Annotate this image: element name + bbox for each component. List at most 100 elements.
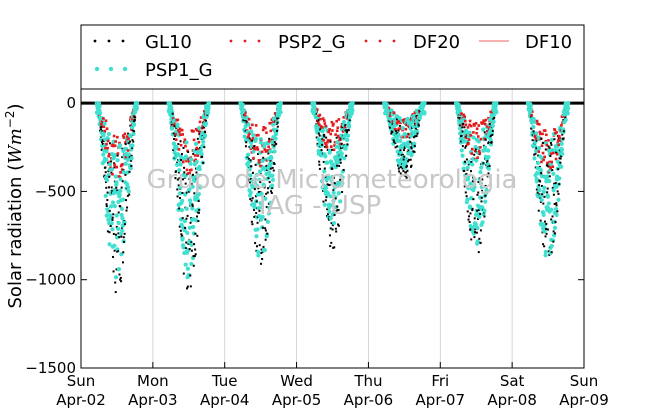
gl10-point bbox=[112, 255, 115, 258]
gl10-point bbox=[259, 173, 262, 176]
gl10-point bbox=[265, 164, 268, 167]
psp2-point bbox=[111, 142, 115, 146]
psp2-point bbox=[460, 112, 463, 115]
gl10-point bbox=[395, 118, 398, 121]
psp2-point bbox=[559, 139, 562, 143]
gl10-point bbox=[393, 140, 396, 143]
psp2-point bbox=[195, 146, 199, 150]
gl10-point bbox=[322, 200, 325, 203]
psp2-point bbox=[103, 129, 107, 133]
psp2-point bbox=[334, 133, 337, 136]
gl10-point bbox=[254, 163, 257, 166]
psp1-point bbox=[320, 128, 326, 133]
psp1-point bbox=[174, 162, 180, 167]
psp2-point bbox=[254, 124, 258, 127]
gl10-point bbox=[470, 238, 473, 241]
gl10-point bbox=[467, 163, 470, 166]
gl10-point bbox=[251, 171, 254, 174]
psp2-point bbox=[479, 146, 482, 149]
gl10-point bbox=[186, 287, 189, 290]
psp2-point bbox=[549, 166, 552, 170]
psp1-point bbox=[116, 220, 121, 226]
psp2-point bbox=[411, 113, 415, 116]
gl10-point bbox=[132, 140, 135, 143]
psp2-point bbox=[551, 165, 555, 168]
gl10-point bbox=[271, 166, 274, 169]
psp1-point bbox=[466, 185, 471, 191]
psp1-point bbox=[189, 242, 194, 247]
gl10-point bbox=[198, 132, 201, 135]
gl10-point bbox=[553, 138, 556, 141]
gl10-point bbox=[341, 191, 344, 194]
psp1-point bbox=[267, 170, 272, 175]
psp2-point bbox=[261, 128, 265, 132]
gl10-point bbox=[539, 200, 542, 203]
psp2-point bbox=[475, 127, 479, 131]
gl10-point bbox=[546, 191, 549, 194]
gl10-point bbox=[463, 185, 466, 188]
psp1-point bbox=[258, 140, 264, 145]
gl10-point bbox=[405, 171, 408, 174]
psp1-point bbox=[422, 111, 427, 116]
gl10-point bbox=[106, 199, 109, 202]
psp1-point bbox=[469, 196, 474, 201]
gl10-point bbox=[248, 181, 251, 184]
psp1-point bbox=[486, 148, 491, 153]
psp2-point bbox=[387, 107, 391, 111]
gl10-point bbox=[467, 218, 470, 221]
gl10-point bbox=[484, 138, 487, 141]
psp2-point bbox=[264, 126, 267, 130]
gl10-point bbox=[324, 176, 327, 179]
axis-ticks: 0−500−1000−1500SunApr-02MonApr-03TueApr-… bbox=[25, 94, 609, 409]
gl10-point bbox=[265, 206, 268, 209]
psp1-point bbox=[536, 145, 542, 151]
gl10-point bbox=[412, 136, 415, 139]
psp2-point bbox=[196, 154, 200, 157]
gl10-point bbox=[203, 125, 206, 128]
gl10-point bbox=[248, 145, 251, 148]
gl10-point bbox=[170, 124, 173, 127]
gl10-point bbox=[560, 155, 563, 158]
gl10-point bbox=[176, 188, 179, 191]
psp2-point bbox=[192, 129, 195, 133]
gl10-point bbox=[116, 189, 119, 192]
psp1-point bbox=[252, 205, 257, 210]
psp1-point bbox=[533, 148, 539, 154]
psp2-point bbox=[124, 155, 128, 159]
gl10-point bbox=[134, 116, 137, 119]
gl10-point bbox=[556, 134, 559, 137]
gl10-point bbox=[333, 182, 336, 185]
gl10-point bbox=[126, 194, 129, 197]
gl10-point bbox=[405, 176, 408, 179]
gl10-point bbox=[120, 186, 123, 189]
psp1-point bbox=[104, 157, 109, 162]
gl10-point bbox=[125, 209, 128, 212]
gl10-point bbox=[338, 164, 341, 167]
gl10-point bbox=[197, 211, 200, 214]
legend-marker-gl10 bbox=[93, 39, 125, 43]
psp1-point bbox=[178, 185, 183, 190]
gl10-point bbox=[275, 129, 278, 132]
psp2-point bbox=[318, 113, 322, 117]
gl10-point bbox=[127, 142, 130, 145]
gl10-point bbox=[329, 140, 332, 143]
gl10-point bbox=[414, 127, 417, 130]
gl10-point bbox=[341, 126, 344, 129]
psp2-point bbox=[252, 156, 255, 160]
x-tick-label-date: Apr-04 bbox=[200, 391, 250, 409]
plot-frame bbox=[80, 88, 585, 369]
gl10-point bbox=[555, 151, 558, 154]
gl10-point bbox=[410, 164, 413, 167]
psp2-point bbox=[332, 122, 335, 126]
psp2-point bbox=[247, 134, 250, 137]
psp1-point bbox=[543, 253, 548, 258]
psp2-point bbox=[319, 117, 322, 121]
psp1-point bbox=[559, 164, 564, 169]
gl10-point bbox=[257, 191, 260, 194]
gl10-point bbox=[184, 226, 187, 229]
psp1-point bbox=[201, 139, 206, 144]
psp1-point bbox=[535, 160, 541, 166]
psp1-point bbox=[117, 192, 122, 197]
gl10-point bbox=[538, 165, 541, 168]
gl10-point bbox=[402, 170, 405, 173]
